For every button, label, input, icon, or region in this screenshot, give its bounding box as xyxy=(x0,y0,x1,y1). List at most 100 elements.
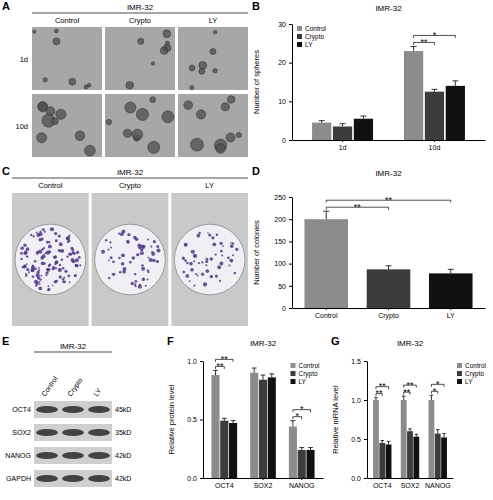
colony xyxy=(147,271,149,273)
blot-band xyxy=(88,406,110,413)
row-size: 42kD xyxy=(115,452,131,459)
colony xyxy=(72,252,74,254)
x-tick: 1d xyxy=(339,140,347,151)
panel-letter: B xyxy=(252,0,260,12)
x-tick-label: 10d xyxy=(429,144,441,151)
y-tick: 0 xyxy=(282,137,292,144)
colony xyxy=(229,264,231,266)
y-tick: 0.0 xyxy=(187,475,203,482)
sphere xyxy=(150,97,156,103)
colony xyxy=(67,275,70,278)
blot-band xyxy=(62,475,84,482)
colony xyxy=(59,242,63,246)
colony xyxy=(24,250,28,254)
colony xyxy=(66,236,70,240)
error-bar xyxy=(263,375,264,380)
chart-title: IMR-32 xyxy=(250,339,277,348)
y-axis-title: Number of colonies xyxy=(252,220,261,285)
colony xyxy=(36,232,38,234)
colony xyxy=(52,268,54,270)
bar xyxy=(333,126,352,140)
x-tick-label: SOX2 xyxy=(401,482,420,489)
sphere xyxy=(190,86,194,90)
colony xyxy=(230,244,234,248)
legend-label: Control xyxy=(298,362,320,369)
micrograph xyxy=(105,27,175,90)
colony xyxy=(76,251,79,254)
plot: 01020301d10dIMR-32Number of spheres***Co… xyxy=(252,4,486,151)
error-cap xyxy=(261,375,266,376)
significance-label: * xyxy=(433,30,437,40)
colony xyxy=(153,240,156,243)
y-tick-mark xyxy=(289,24,292,25)
sphere xyxy=(126,81,134,89)
colony xyxy=(134,280,137,283)
colony xyxy=(26,268,29,271)
legend-swatch xyxy=(457,379,462,384)
colony xyxy=(72,252,75,255)
bar xyxy=(268,377,276,478)
micrograph xyxy=(32,27,102,90)
colony xyxy=(229,259,233,263)
colony xyxy=(41,275,43,277)
error-bar xyxy=(215,370,216,375)
error-cap xyxy=(222,418,227,419)
colony xyxy=(28,271,30,273)
blot-strip xyxy=(34,470,112,487)
colony xyxy=(131,256,135,260)
y-tick-label: 150 xyxy=(274,238,286,245)
colony xyxy=(46,268,50,272)
lane-label: Control xyxy=(40,375,59,398)
error-cap xyxy=(231,420,236,421)
y-tick-mark xyxy=(289,197,292,198)
colony xyxy=(201,261,203,263)
bar xyxy=(435,434,441,478)
legend-label: Crypto xyxy=(305,33,325,41)
micrograph-background xyxy=(32,94,102,157)
sphere xyxy=(162,111,174,123)
colony xyxy=(49,264,52,267)
colony xyxy=(232,242,234,244)
colony xyxy=(220,250,223,253)
colony xyxy=(78,256,81,259)
lane-label: Crypto xyxy=(66,377,84,399)
colony xyxy=(219,262,223,266)
colony xyxy=(140,251,144,255)
colony xyxy=(219,280,221,282)
x-tick: LY xyxy=(447,308,455,319)
colony xyxy=(52,285,54,287)
error-bar xyxy=(450,269,451,273)
colony xyxy=(190,268,194,272)
row-label: OCT4 xyxy=(12,406,31,413)
sphere xyxy=(123,129,131,137)
row-label: 10d xyxy=(15,122,28,131)
error-bar xyxy=(326,211,327,219)
x-tick-mark xyxy=(382,478,383,480)
colony xyxy=(38,267,40,269)
y-axis-line xyxy=(367,362,368,479)
colony xyxy=(47,288,50,291)
legend-entry: Control xyxy=(290,362,320,369)
significance-label: * xyxy=(296,411,300,421)
plot: 0.00.51.0OCT4SOX2NANOGIMR-32Relative pro… xyxy=(167,339,324,489)
colony xyxy=(69,281,71,283)
micrograph xyxy=(178,27,248,90)
colony xyxy=(54,280,57,283)
y-tick-mark xyxy=(289,308,292,309)
y-tick-mark xyxy=(289,63,292,64)
colony xyxy=(64,270,67,273)
colony xyxy=(45,252,47,254)
colony xyxy=(36,233,40,237)
micrograph xyxy=(178,94,248,157)
bar xyxy=(413,437,419,478)
legend: ControlCryptoLY xyxy=(290,362,320,385)
sphere xyxy=(190,138,203,151)
y-tick: 1.5 xyxy=(351,358,367,365)
x-axis-line xyxy=(293,140,486,141)
colony xyxy=(134,273,136,275)
y-tick-mark xyxy=(364,439,367,440)
plate-well xyxy=(95,224,166,295)
blot-band xyxy=(36,406,58,413)
panel-a: AIMR-32ControlCryptoLY1d10d xyxy=(2,0,248,157)
sphere xyxy=(213,68,218,73)
